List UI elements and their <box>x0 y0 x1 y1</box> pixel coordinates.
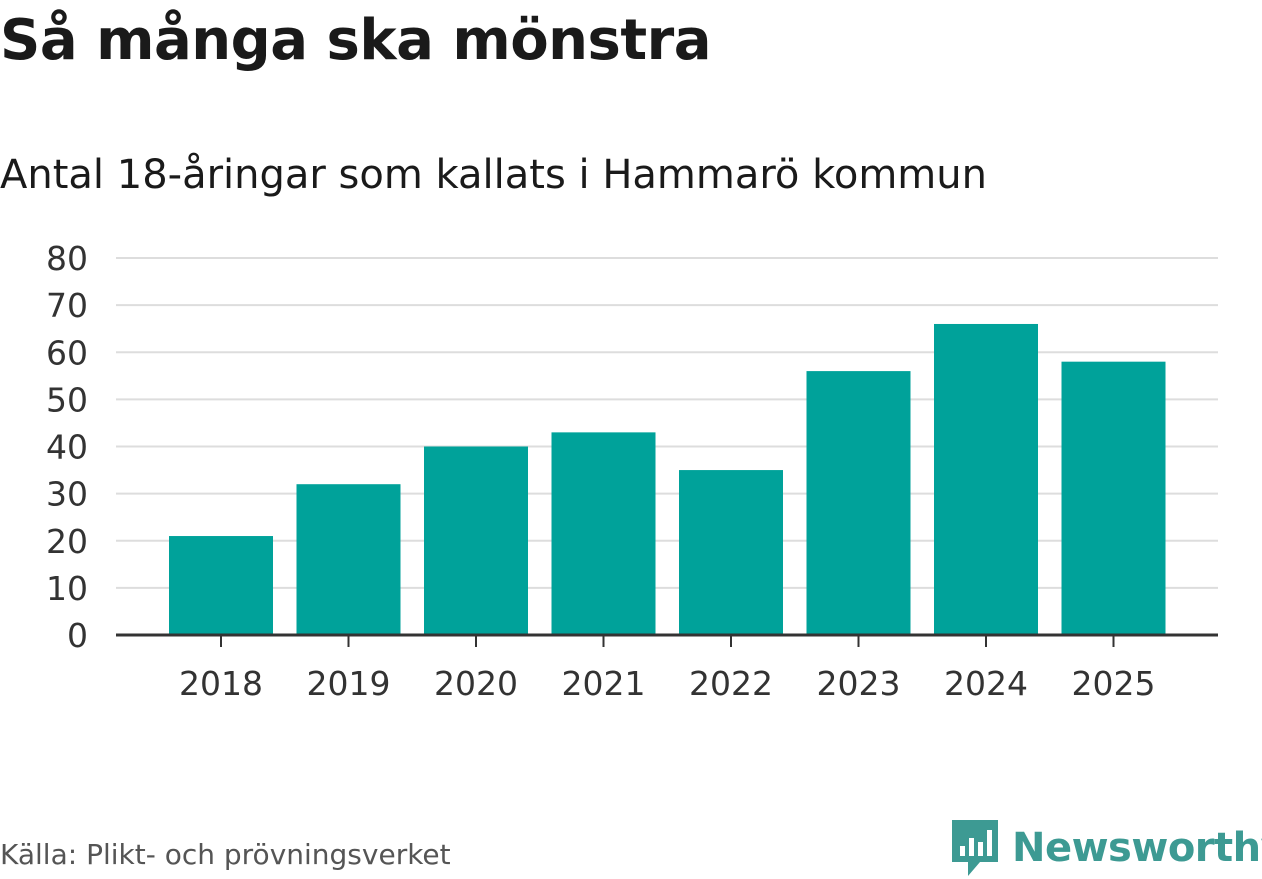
y-tick-label: 70 <box>46 286 88 325</box>
brand-name: Newsworthy <box>1012 825 1262 871</box>
x-tick-label: 2018 <box>179 664 263 703</box>
newsworthy-logo-icon <box>952 820 998 876</box>
x-tick-label: 2020 <box>434 664 518 703</box>
x-tick-label: 2022 <box>689 664 773 703</box>
x-tick-label: 2023 <box>817 664 901 703</box>
x-tick-label: 2024 <box>944 664 1028 703</box>
source-note: Källa: Plikt- och prövningsverket <box>0 838 451 871</box>
y-tick-label: 10 <box>46 569 88 608</box>
chart-subtitle: Antal 18-åringar som kallats i Hammarö k… <box>0 152 987 198</box>
y-tick-label: 40 <box>46 428 88 467</box>
newsworthy-logo: Newsworthy <box>950 818 1262 878</box>
y-tick-label: 60 <box>46 333 88 372</box>
y-tick-label: 30 <box>46 475 88 514</box>
x-tick-label: 2025 <box>1072 664 1156 703</box>
y-tick-label: 0 <box>67 616 88 655</box>
bar <box>934 323 1038 635</box>
bar <box>424 446 528 635</box>
y-tick-label: 20 <box>46 522 88 561</box>
bar <box>679 470 783 635</box>
x-tick-label: 2021 <box>562 664 646 703</box>
y-tick-label: 80 <box>46 239 88 278</box>
y-tick-label: 50 <box>46 380 88 419</box>
chart-title: Så många ska mönstra <box>0 8 712 73</box>
bar <box>1061 361 1166 635</box>
bar <box>296 484 401 635</box>
bar <box>806 371 911 635</box>
bar <box>551 432 656 635</box>
x-tick-label: 2019 <box>307 664 391 703</box>
bar <box>169 536 273 635</box>
